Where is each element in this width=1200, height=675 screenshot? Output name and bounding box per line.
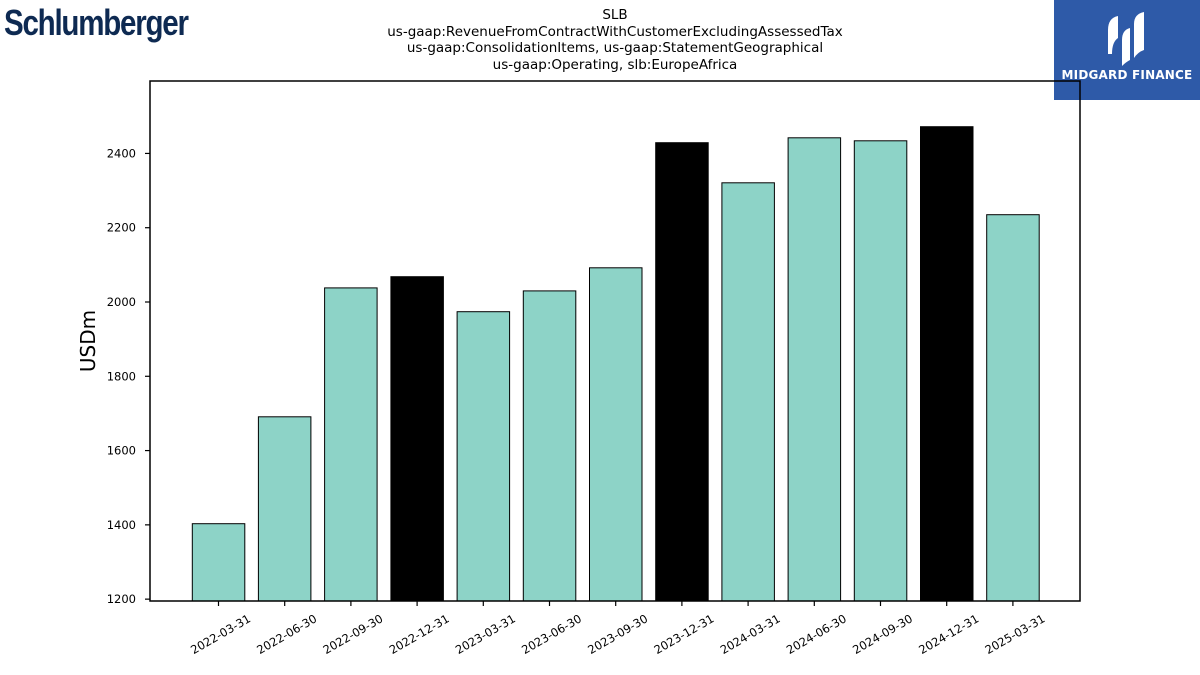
- x-tick-label: 2023-06-30: [519, 611, 584, 657]
- x-tick-label: 2023-03-31: [453, 611, 518, 657]
- y-tick-label: 2000: [107, 295, 136, 309]
- bar-2024-12-31: [920, 126, 974, 602]
- y-tick-label: 1200: [107, 592, 136, 606]
- x-tick-label: 2024-12-31: [916, 611, 981, 657]
- x-axis: 2022-03-31 2022-06-30 2022-09-30 2022-12-31…: [188, 601, 1047, 657]
- midgard-brand-text: MIDGARD FINANCE: [1061, 68, 1193, 82]
- chart-title-line: us-gaap:Operating, slb:EuropeAfrica: [492, 56, 738, 73]
- x-tick-label: 2023-12-31: [652, 611, 717, 657]
- x-tick-label: 2024-03-31: [718, 611, 783, 657]
- bar-2024-03-31: [721, 182, 775, 602]
- plot-frame: [149, 80, 1081, 602]
- x-tick-label: 2023-09-30: [585, 611, 650, 657]
- bar-2022-09-30: [324, 287, 378, 602]
- x-tick-label: 2022-06-30: [254, 611, 319, 657]
- y-tick-label: 1800: [107, 369, 136, 383]
- bar-2023-09-30: [589, 267, 643, 602]
- chart-title: SLB us-gaap:RevenueFromContractWithCusto…: [365, 7, 865, 73]
- bar-2023-03-31: [456, 311, 511, 602]
- bar-2023-06-30: [522, 290, 577, 602]
- bar-2023-12-31: [655, 142, 709, 602]
- y-tick-label: 1400: [107, 518, 136, 532]
- bar-2024-09-30: [853, 140, 908, 602]
- x-tick-label: 2022-03-31: [188, 611, 253, 657]
- schlumberger-logo: Schlumberger: [4, 2, 189, 43]
- bar-2022-12-31: [390, 276, 444, 602]
- chart-title-line: SLB: [602, 7, 628, 23]
- bar-2022-06-30: [257, 416, 312, 602]
- midgard-finance-logo: MIDGARD FINANCE: [1054, 0, 1200, 100]
- y-tick-label: 1600: [107, 444, 136, 458]
- x-tick-label: 2024-06-30: [784, 611, 849, 657]
- chart-title-line: us-gaap:ConsolidationItems, us-gaap:Stat…: [406, 40, 824, 56]
- y-axis-label: USDm: [76, 310, 100, 372]
- chart-title-line: us-gaap:RevenueFromContractWithCustomerE…: [387, 23, 843, 40]
- y-axis: 1200 1400 1600 1800 2000 2200 2400: [107, 146, 150, 606]
- x-tick-label: 2024-09-30: [850, 611, 915, 657]
- x-tick-label: 2022-09-30: [321, 611, 386, 657]
- bar-2024-06-30: [787, 137, 842, 602]
- x-tick-label: 2025-03-31: [983, 611, 1048, 657]
- y-tick-label: 2200: [107, 221, 136, 235]
- midgard-mark-icon: [1108, 12, 1144, 66]
- y-tick-label: 2400: [107, 146, 136, 160]
- x-tick-label: 2022-12-31: [387, 611, 452, 657]
- bar-2025-03-31: [986, 214, 1040, 602]
- bar-2022-03-31: [191, 523, 246, 602]
- bars-group: [191, 126, 1040, 602]
